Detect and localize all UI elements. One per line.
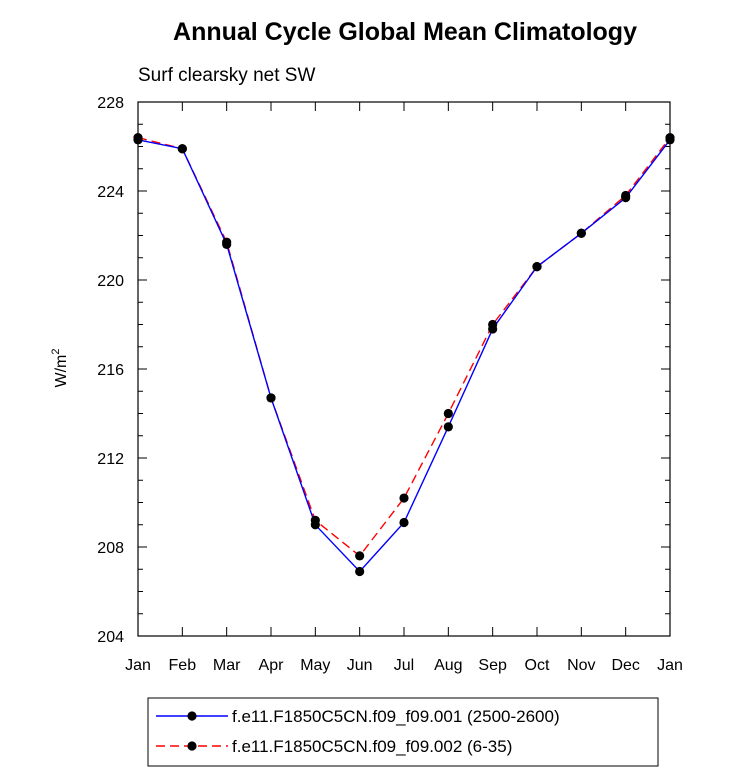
data-point-series-2 bbox=[532, 262, 542, 272]
plot-frame bbox=[137, 101, 671, 637]
x-tick-label: Nov bbox=[567, 657, 595, 674]
data-point-series-2 bbox=[399, 493, 409, 503]
y-tick-label: 224 bbox=[97, 184, 124, 201]
y-tick-label: 228 bbox=[97, 95, 124, 112]
data-point-series-2 bbox=[443, 408, 453, 419]
data-point-series-2 bbox=[355, 551, 365, 561]
data-point-series-2 bbox=[665, 133, 675, 143]
y-tick-label: 216 bbox=[97, 362, 124, 379]
data-point-series-2 bbox=[488, 319, 498, 330]
data-point-series-1 bbox=[399, 517, 409, 528]
y-axis-label-superscript: 2 bbox=[50, 349, 62, 355]
x-tick-label: Jun bbox=[347, 657, 373, 674]
x-tick-label: Aug bbox=[434, 657, 462, 674]
x-tick-label: Apr bbox=[259, 657, 285, 674]
data-point-series-2 bbox=[133, 133, 143, 143]
x-tick-label: Feb bbox=[169, 657, 197, 674]
legend-box bbox=[147, 697, 659, 767]
y-axis-label: W/m2 bbox=[50, 349, 70, 388]
x-tick-label: Sep bbox=[478, 657, 507, 674]
y-tick-label: 220 bbox=[97, 273, 124, 290]
legend-marker-1 bbox=[187, 711, 197, 721]
data-point-series-2 bbox=[310, 515, 320, 525]
plot-axes: Jan Feb Mar Apr May Jun Jul Aug Sep Oct Nov Dec Jan2… bbox=[97, 95, 683, 674]
data-point-series-2 bbox=[621, 190, 631, 201]
x-tick-label: Dec bbox=[611, 657, 639, 674]
x-tick-label: Jul bbox=[394, 657, 414, 674]
legend-marker-2 bbox=[187, 741, 197, 751]
y-tick-label: 204 bbox=[97, 629, 124, 646]
chart-title: Annual Cycle Global Mean Climatology bbox=[173, 18, 637, 46]
x-tick-label: Jan bbox=[125, 657, 151, 674]
data-point-series-2 bbox=[576, 228, 586, 238]
data-point-series-2 bbox=[266, 393, 276, 403]
data-point-series-1 bbox=[355, 566, 365, 577]
legend-label-2: f.e11.F1850C5CN.f09_f09.002 (6-35) bbox=[232, 737, 512, 756]
data-point-series-1 bbox=[443, 422, 453, 432]
series-line-2 bbox=[137, 136, 671, 557]
x-tick-label: Jan bbox=[657, 657, 683, 674]
legend-label-1: f.e11.F1850C5CN.f09_f09.001 (2500-2600) bbox=[232, 707, 560, 726]
data-point-series-2 bbox=[222, 237, 232, 247]
x-tick-label: Oct bbox=[525, 657, 550, 674]
y-tick-label: 208 bbox=[97, 540, 124, 557]
x-tick-label: May bbox=[300, 657, 330, 674]
chart-subtitle: Surf clearsky net SW bbox=[138, 65, 315, 86]
x-tick-label: Mar bbox=[213, 657, 241, 674]
y-tick-label: 212 bbox=[97, 451, 124, 468]
series-layer bbox=[133, 133, 675, 577]
series-line-1 bbox=[137, 139, 671, 573]
legend: f.e11.F1850C5CN.f09_f09.001 (2500-2600) f… bbox=[147, 697, 659, 767]
data-point-series-2 bbox=[177, 144, 187, 154]
